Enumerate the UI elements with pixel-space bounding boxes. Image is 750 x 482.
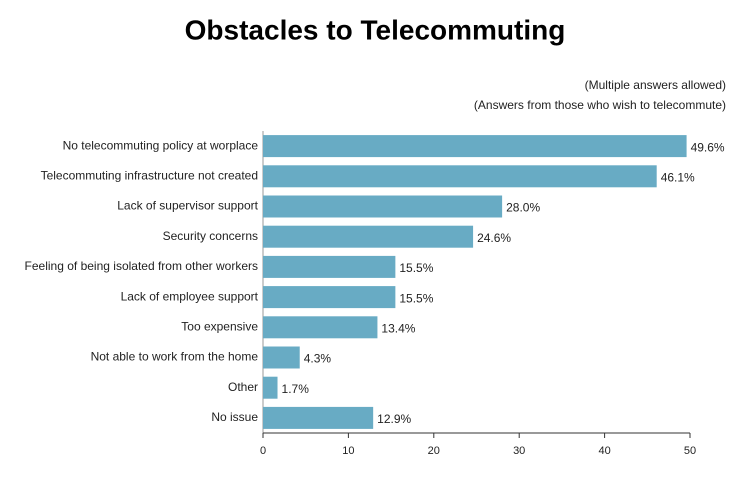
y-tick-label: Telecommuting infrastructure not created (41, 168, 258, 182)
bar (263, 316, 378, 339)
y-tick-label: Security concerns (163, 229, 258, 243)
value-label: 15.5% (399, 261, 433, 275)
x-tick-label: 0 (260, 445, 266, 457)
value-label: 49.6% (691, 140, 725, 154)
x-tick-label: 30 (513, 445, 525, 457)
chart-subtitle: (Multiple answers allowed) (585, 78, 726, 92)
value-label: 4.3% (304, 352, 332, 366)
bar (263, 376, 278, 399)
value-label: 13.4% (381, 321, 415, 335)
y-tick-label: No telecommuting policy at worplace (63, 138, 259, 152)
value-label: 1.7% (282, 382, 310, 396)
y-tick-label: Other (228, 380, 258, 394)
bar (263, 406, 374, 429)
y-tick-label: No issue (211, 410, 258, 424)
x-tick-label: 20 (428, 445, 440, 457)
y-tick-label: Too expensive (181, 319, 258, 333)
value-label: 12.9% (377, 412, 411, 426)
y-tick-label: Feeling of being isolated from other wor… (25, 259, 258, 273)
y-tick-label: Not able to work from the home (91, 350, 259, 364)
value-label: 15.5% (399, 291, 433, 305)
bar (263, 135, 687, 158)
y-tick-label: Lack of employee support (121, 289, 259, 303)
x-tick-label: 10 (342, 445, 354, 457)
bar (263, 255, 396, 278)
chart-title: Obstacles to Telecommuting (185, 14, 566, 45)
y-tick-label: Lack of supervisor support (117, 199, 258, 213)
value-label: 46.1% (661, 170, 695, 184)
x-tick-label: 40 (598, 445, 610, 457)
bar (263, 286, 396, 309)
bar (263, 165, 657, 188)
chart-subtitle: (Answers from those who wish to telecomm… (474, 98, 726, 112)
bar (263, 195, 503, 218)
value-label: 28.0% (506, 201, 540, 215)
bar (263, 225, 474, 248)
value-label: 24.6% (477, 231, 511, 245)
x-tick-label: 50 (684, 445, 696, 457)
bar (263, 346, 300, 369)
